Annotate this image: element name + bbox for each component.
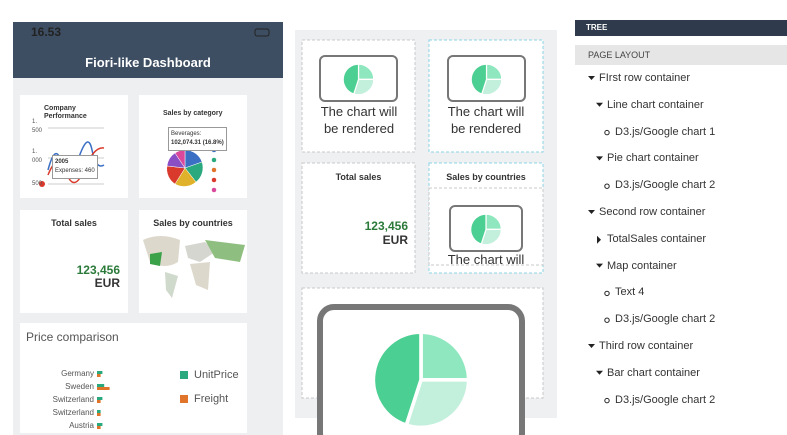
bar: [97, 374, 101, 377]
status-time: 16.53: [31, 25, 62, 39]
card-title: Sales by category: [163, 110, 223, 117]
mini-map: [143, 236, 245, 298]
tree-leaf: [604, 129, 610, 136]
icon-slice: [371, 330, 423, 428]
tree-toggle: [596, 370, 603, 375]
icon-slice: [470, 63, 488, 95]
card-title: Sales by countries: [153, 218, 233, 228]
card-title: Sales by countries: [446, 172, 526, 182]
tooltip-line: Beverages:: [171, 131, 202, 137]
legend-label: Freight: [194, 393, 229, 405]
tree-toggle: [596, 102, 603, 107]
card-title: Total sales: [335, 172, 382, 182]
card-title: Company Performance: [44, 105, 87, 120]
legend-swatch: [180, 371, 188, 379]
category-label: Sweden: [65, 382, 94, 391]
icon-slice: [470, 213, 487, 245]
layout-cell: [301, 162, 416, 274]
tree-header: [575, 20, 787, 36]
tree-toggle: [588, 76, 595, 80]
app-title: Fiori-like Dashboard: [85, 55, 211, 70]
battery: [254, 28, 270, 37]
tree-item: FIrst row container: [599, 72, 691, 84]
chart-icon: [449, 205, 523, 252]
bar: [97, 371, 103, 374]
legend-swatch: [180, 395, 188, 403]
kpi-value: 123,456: [76, 263, 120, 277]
tree-item: Second row container: [599, 206, 706, 218]
tree-item: Text 4: [615, 286, 645, 299]
bar: [97, 426, 101, 429]
tree-item: Line chart container: [607, 98, 704, 111]
tree-item: D3.js/Google chart 2: [615, 313, 716, 326]
tooltip: Beverages: 102,074.31 (16.8%): [168, 127, 227, 151]
icon-slice: [404, 378, 471, 430]
kpi-unit: EUR: [94, 276, 120, 290]
tree-toggle: [588, 344, 595, 348]
bar: [97, 397, 103, 400]
bar: [97, 423, 103, 426]
placeholder-text: The chart will be rendered: [447, 252, 525, 267]
mini-pie-chart: [166, 147, 217, 193]
tree-leaf: [604, 397, 610, 404]
kpi-value: 123,456: [364, 219, 408, 233]
axis-label: 500: [32, 128, 43, 134]
tree-leaf: [604, 183, 610, 189]
tooltip: 2005 Expenses: 460: [52, 155, 98, 179]
bar: [97, 387, 110, 390]
legend-label: UnitPrice: [194, 369, 239, 381]
category-label: Germany: [61, 369, 94, 378]
tree-toggle: [597, 235, 601, 244]
tree-item: D3.js/Google chart 2: [615, 179, 716, 192]
axis-label: 500: [32, 181, 43, 187]
chart-icon: [317, 304, 525, 435]
tree-leaf: [604, 317, 610, 323]
axis-label: 1.: [32, 119, 38, 125]
tooltip-line: Expenses: 460: [55, 168, 95, 174]
tree-toggle: [596, 156, 603, 161]
tooltip-line: 2005: [55, 159, 69, 165]
axis-label: 000: [32, 158, 43, 164]
kpi-unit: EUR: [382, 233, 408, 247]
category-label: Switzerland: [52, 395, 94, 404]
card: [20, 323, 247, 433]
tree-section-title: PAGE LAYOUT: [588, 50, 651, 60]
bar: [97, 400, 101, 403]
tree-item: TotalSales container: [607, 232, 707, 245]
card-title: Total sales: [51, 218, 97, 228]
tree-leaf: [604, 290, 610, 297]
tree-title: TREE: [586, 23, 608, 32]
placeholder-text: The chart will be rendered: [447, 104, 525, 136]
tree-item: D3.js/Google chart 1: [615, 125, 716, 138]
placeholder-text: The chart will be rendered: [320, 104, 398, 136]
category-label: Switzerland: [52, 408, 94, 417]
tree-item: Bar chart container: [607, 366, 700, 379]
tree-toggle: [596, 263, 603, 268]
tree-item: D3.js/Google chart 2: [615, 393, 716, 406]
tree-section: [575, 45, 787, 65]
tree-item: Third row container: [599, 340, 694, 352]
tree-toggle: [588, 210, 595, 214]
icon-slice: [419, 330, 471, 382]
tooltip-line: 102,074.31 (16.8%): [171, 140, 224, 146]
bar: [97, 410, 101, 413]
category-label: Austria: [69, 421, 94, 430]
chart-icon: [319, 55, 398, 102]
icon-slice: [342, 63, 360, 95]
card: [20, 95, 128, 198]
tree-item: Pie chart container: [607, 152, 699, 165]
bar: [97, 413, 101, 416]
chart-icon: [447, 55, 526, 102]
axis-label: 1.: [32, 149, 38, 155]
phone-header: [13, 22, 283, 78]
tree-item: Map container: [607, 259, 677, 272]
card-title: Price comparison: [26, 330, 119, 344]
bar: [97, 384, 105, 387]
card: [20, 210, 128, 313]
